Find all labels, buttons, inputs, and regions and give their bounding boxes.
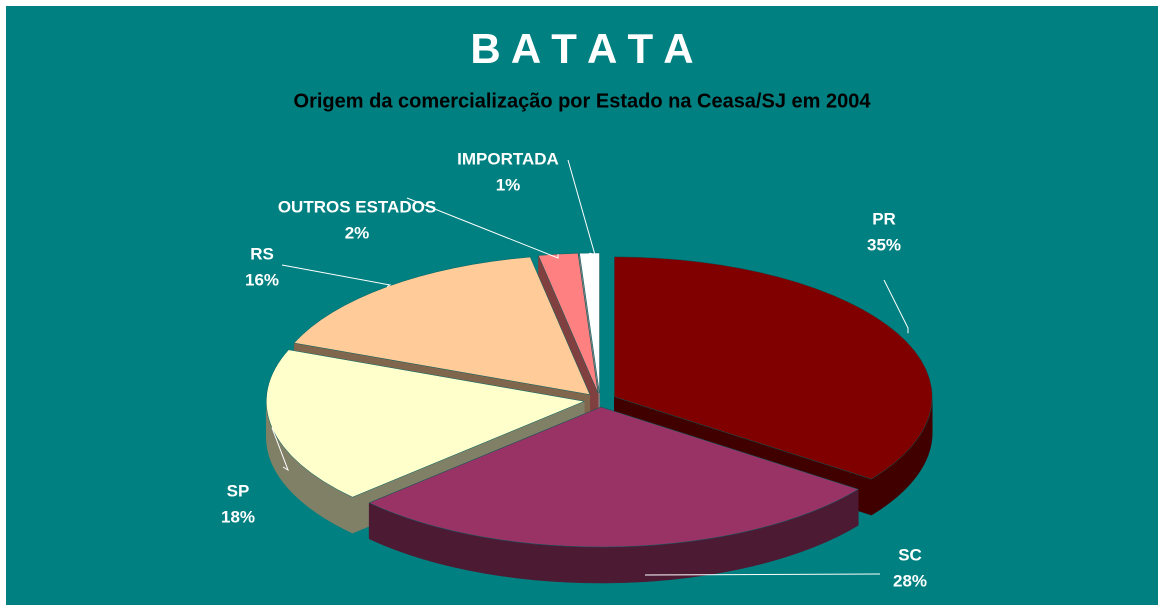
value-label: 1% xyxy=(496,175,521,194)
slice xyxy=(579,252,600,393)
category-label: IMPORTADA xyxy=(457,149,559,168)
chart-subtitle: Origem da comercialização por Estado na … xyxy=(294,90,872,112)
slice xyxy=(614,256,933,480)
pie xyxy=(266,252,933,584)
value-label: 16% xyxy=(245,270,279,289)
leader-line xyxy=(281,264,392,288)
value-label: 18% xyxy=(221,507,255,526)
category-label: SC xyxy=(898,545,922,564)
value-label: 2% xyxy=(345,223,370,242)
slice xyxy=(368,406,859,548)
value-label: 35% xyxy=(867,235,901,254)
category-label: RS xyxy=(250,244,274,263)
chart-title: B A T A T A xyxy=(470,25,693,72)
category-label: PR xyxy=(872,209,896,228)
slice xyxy=(538,253,599,394)
leader-line xyxy=(883,279,909,334)
category-label: SP xyxy=(227,481,250,500)
leader-line xyxy=(567,159,596,256)
slice xyxy=(293,256,591,395)
value-label: 28% xyxy=(893,571,927,590)
leader-line xyxy=(644,573,881,576)
leader-line xyxy=(271,427,289,472)
leader-line xyxy=(406,197,559,259)
category-label: OUTROS ESTADOS xyxy=(278,197,436,216)
labels: PR 35% SC 28% SP 18% RS 16% OUTROS ESTADOS 2% IMPO… xyxy=(221,149,927,590)
